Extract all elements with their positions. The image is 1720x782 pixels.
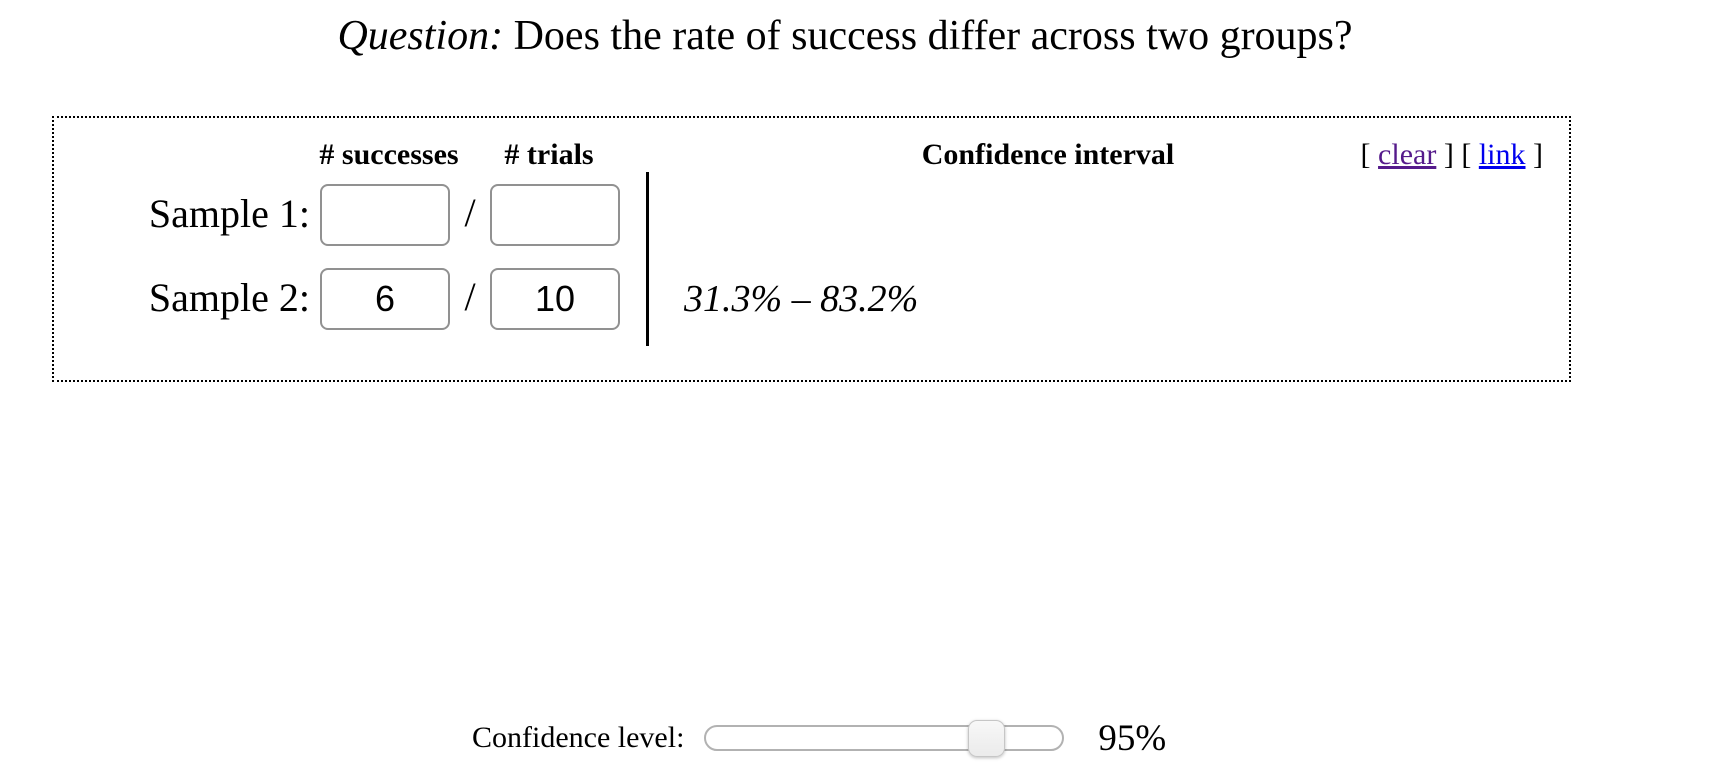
bracket: [: [1360, 138, 1371, 171]
confidence-slider[interactable]: [704, 720, 1065, 757]
slash-separator: /: [464, 190, 476, 235]
bracket: ]: [1533, 138, 1543, 171]
bracket: [: [1461, 138, 1472, 171]
link-link[interactable]: link: [1478, 138, 1526, 171]
panel-actions: [ clear ] [ link ]: [1361, 138, 1543, 172]
clear-link[interactable]: clear: [1378, 138, 1437, 171]
question-text: Does the rate of success differ across t…: [513, 13, 1353, 59]
column-divider-line: [646, 172, 649, 346]
page-title: Question: Does the rate of success diffe…: [0, 12, 1690, 60]
confidence-level-row: Confidence level: 95%: [472, 710, 1166, 766]
sample-1-row: Sample 1: /: [54, 184, 1569, 246]
sample-1-label: Sample 1:: [148, 191, 310, 236]
bracket: ]: [1443, 138, 1454, 171]
sample-1-trials-input[interactable]: [490, 184, 620, 246]
sample-2-confidence-interval: 31.3% – 83.2%: [684, 278, 919, 320]
column-header-confidence-interval: Confidence interval: [921, 138, 1175, 171]
sample-2-trials-input[interactable]: [490, 268, 620, 330]
confidence-level-value: 95%: [1098, 717, 1167, 759]
question-label: Question:: [337, 13, 504, 59]
confidence-slider-thumb[interactable]: [968, 720, 1006, 757]
calculator-panel: # successes # trials Confidence interval…: [52, 116, 1571, 382]
column-header-successes: # successes: [319, 138, 459, 171]
sample-1-successes-input[interactable]: [320, 184, 450, 246]
slash-separator: /: [464, 274, 476, 319]
sample-2-successes-input[interactable]: [320, 268, 450, 330]
confidence-level-label: Confidence level:: [472, 721, 685, 754]
sample-2-row: Sample 2: / 31.3% – 83.2%: [54, 268, 1569, 330]
sample-2-label: Sample 2:: [148, 275, 310, 320]
column-header-trials: # trials: [504, 138, 594, 171]
